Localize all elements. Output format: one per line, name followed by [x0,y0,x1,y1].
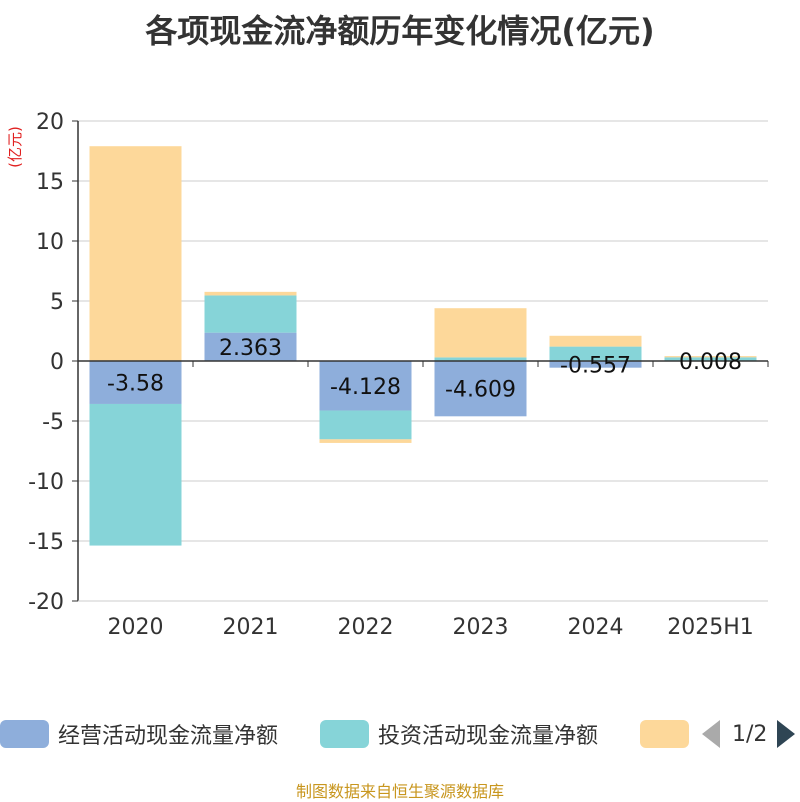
x-tick-label: 2023 [453,615,509,640]
bar-investing [434,357,527,361]
bar-operating [89,361,182,404]
legend-page-indicator: 1/2 [732,721,768,747]
bar-financing [434,308,527,358]
bar-financing [319,439,412,443]
y-tick-label: 20 [36,110,64,135]
legend-item-financing[interactable] [640,716,689,752]
legend-item-operating[interactable]: 经营活动现金流量净额 [0,716,278,752]
legend-swatch-investing [320,720,369,748]
axes: 20 15 10 5 0 -5 -10 -15 -20 (亿元) 2020 2021 2022 2023 2… [6,110,769,640]
bar-investing [549,346,642,361]
bar-investing [319,410,412,440]
data-labels: -3.58 2.363 -4.128 -4.609 -0.557 0.008 [107,336,742,403]
data-label: -4.128 [330,375,401,400]
legend-label-operating: 经营活动现金流量净额 [58,724,279,749]
y-tick-label: -15 [28,530,64,555]
legend-pager: 1/2 [700,716,800,752]
x-tick-label: 2024 [568,615,624,640]
x-tick-label: 2025H1 [667,615,754,640]
chart-title: 各项现金流净额历年变化情况(亿元) [145,12,655,50]
data-label: -3.58 [107,371,164,396]
bar-financing [549,335,642,347]
x-tick-label: 2022 [338,615,394,640]
bar-investing [89,403,182,546]
bars [89,146,757,546]
triangle-left-icon[interactable] [702,720,720,748]
y-tick-label: 10 [36,230,64,255]
bar-financing [89,146,182,361]
x-tick-label: 2020 [108,615,164,640]
y-tick-label: 5 [50,290,64,315]
x-tick-label: 2021 [223,615,279,640]
legend: 经营活动现金流量净额 投资活动现金流量净额 [0,716,800,752]
y-tick-label: -10 [28,470,64,495]
bar-operating [549,361,642,368]
data-label: -4.609 [445,378,516,403]
data-label: 0.008 [679,350,742,375]
bar-financing [204,291,297,296]
y-axis-label: (亿元) [6,126,24,168]
bar-operating [204,332,297,361]
y-tick-label: 15 [36,170,64,195]
y-tick-label: -5 [42,410,64,435]
legend-swatch-financing [640,720,689,748]
legend-swatch-operating [0,720,49,748]
chart-plot: 20 15 10 5 0 -5 -10 -15 -20 (亿元) 2020 2021 2022 2023 2… [6,110,769,640]
bar-investing [204,295,297,333]
bar-operating [434,361,527,417]
legend-label-investing: 投资活动现金流量净额 [378,724,599,749]
source-note: 制图数据来自恒生聚源数据库 [295,782,504,801]
bar-investing [664,357,757,361]
bar-financing [664,356,757,358]
y-tick-label: 0 [50,350,64,375]
bar-operating [319,361,412,411]
data-label: 2.363 [219,336,282,361]
triangle-right-icon[interactable] [777,720,796,748]
data-label: -0.557 [560,353,631,378]
y-tick-label: -20 [28,590,64,615]
legend-item-investing[interactable]: 投资活动现金流量净额 [320,716,598,752]
